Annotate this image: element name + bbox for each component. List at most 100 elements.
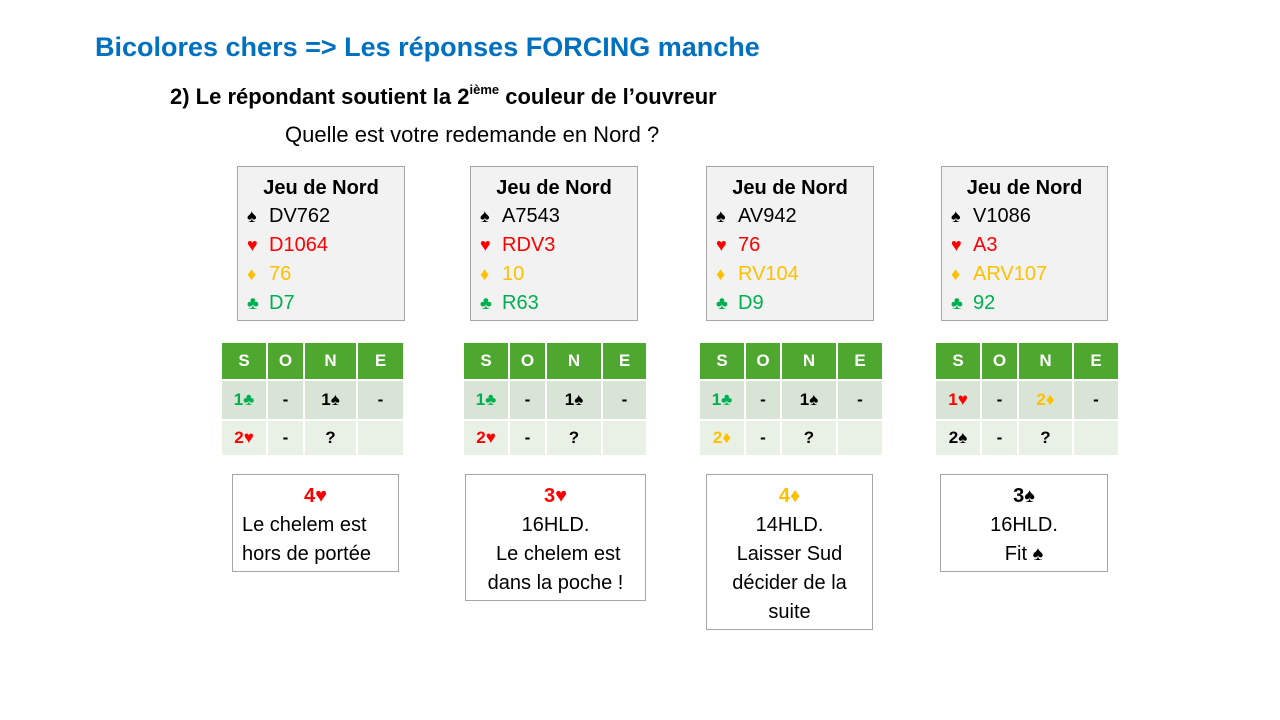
spade-icon: ♠ [1024,485,1035,507]
heart-icon: ♥ [247,235,258,255]
club-icon: ♣ [716,293,728,313]
bid-cell: - [266,419,305,457]
hand-hearts: ♥ RDV3 [471,231,637,260]
club-icon: ♣ [480,293,492,313]
bid-cell: 2♥ [462,419,510,457]
hand-spades: ♠ V1086 [942,202,1107,231]
hand-diamonds: ♦ ARV107 [942,260,1107,289]
heart-icon: ♥ [243,428,254,447]
header-south: S [934,341,982,381]
auction-row: 1♥ - 2♦ - [934,379,1120,421]
bid-cell [836,419,884,457]
subtitle-suffix: couleur de l’ouvreur [499,84,717,109]
auction-header-row: S O N E [462,341,648,381]
spade-icon: ♠ [574,390,584,409]
answer-box-1: 4♥ Le chelem est hors de portée [232,474,399,572]
bid-cell: 1♠ [303,379,358,421]
bid-cell: ? [780,419,838,457]
header-west: O [980,341,1019,381]
header-north: N [1017,341,1074,381]
answer-bid: 3♥ [544,485,567,507]
answer-bid: 4♦ [778,485,801,507]
bid-cell: - [508,379,547,421]
diamond-icon: ♦ [716,264,726,284]
slide-subtitle: 2) Le répondant soutient la 2ième couleu… [170,82,717,110]
header-east: E [836,341,884,381]
header-east: E [1072,341,1120,381]
bid-cell: 2♦ [698,419,746,457]
bid-cell [601,419,648,457]
bid-cell: 2♥ [220,419,268,457]
club-icon: ♣ [247,293,259,313]
answer-line: décider de la [732,572,847,594]
answer-box-3: 4♦ 14HLD. Laisser Sud décider de la suit… [706,474,873,630]
north-hand-4: Jeu de Nord ♠ V1086 ♥ A3 ♦ ARV107 ♣ 92 [941,166,1108,321]
bid-cell: - [508,419,547,457]
hand-clubs: ♣ D9 [707,289,873,318]
answer-bid: 3♠ [1013,485,1035,507]
hand-title: Jeu de Nord [732,177,848,199]
header-east: E [601,341,648,381]
slide-title: Bicolores chers => Les réponses FORCING … [95,32,760,62]
auction-row: 2♥ - ? [462,419,648,457]
subtitle-superscript: ième [469,82,500,97]
auction-row: 1♣ - 1♠ - [462,379,648,421]
club-icon: ♣ [721,390,733,409]
diamond-icon: ♦ [722,428,732,447]
answer-line: Fit ♠ [1004,543,1044,565]
heart-icon: ♥ [957,390,968,409]
hand-title: Jeu de Nord [263,177,379,199]
spade-icon: ♠ [958,428,968,447]
bid-cell: ? [1017,419,1074,457]
club-icon: ♣ [485,390,497,409]
answer-line: dans la poche ! [487,572,624,594]
bid-cell: 1♥ [934,379,982,421]
spade-icon: ♠ [247,206,257,226]
heart-icon: ♥ [480,235,491,255]
answer-line: hors de portée [242,543,371,565]
header-west: O [508,341,547,381]
diamond-icon: ♦ [1045,390,1055,409]
bid-cell: - [356,379,405,421]
heart-icon: ♥ [555,485,567,507]
bid-cell: - [1072,379,1120,421]
header-west: O [266,341,305,381]
spade-icon: ♠ [951,206,961,226]
answer-line: Le chelem est [490,543,621,565]
hand-hearts: ♥ A3 [942,231,1107,260]
auction-row: 2♠ - ? [934,419,1120,457]
answer-line: 14HLD. [755,514,824,536]
bid-cell: - [744,379,782,421]
bid-cell: - [836,379,884,421]
bid-cell: - [744,419,782,457]
bid-cell: - [980,379,1019,421]
header-west: O [744,341,782,381]
bid-cell: - [980,419,1019,457]
header-south: S [220,341,268,381]
auction-table-4: S O N E 1♥ - 2♦ - 2♠ - ? [934,341,1120,457]
header-south: S [462,341,510,381]
hand-hearts: ♥ 76 [707,231,873,260]
hand-clubs: ♣ 92 [942,289,1107,318]
auction-header-row: S O N E [934,341,1120,381]
header-north: N [303,341,358,381]
bid-cell: - [266,379,305,421]
answer-line: 16HLD. [990,514,1058,536]
diamond-icon: ♦ [247,264,257,284]
header-north: N [545,341,603,381]
question-text: Quelle est votre redemande en Nord ? [285,122,660,147]
auction-table-1: S O N E 1♣ - 1♠ - 2♥ - ? [220,341,405,457]
hand-clubs: ♣ R63 [471,289,637,318]
hand-diamonds: ♦ RV104 [707,260,873,289]
north-hand-1: Jeu de Nord ♠ DV762 ♥ D1064 ♦ 76 ♣ D7 [237,166,405,321]
bid-cell: 1♣ [220,379,268,421]
hand-spades: ♠ DV762 [238,202,404,231]
subtitle-prefix: 2) Le répondant soutient la 2 [170,84,470,109]
spade-icon: ♠ [716,206,726,226]
auction-table-3: S O N E 1♣ - 1♠ - 2♦ - ? [698,341,884,457]
bid-cell: ? [545,419,603,457]
header-north: N [780,341,838,381]
diamond-icon: ♦ [951,264,961,284]
club-icon: ♣ [951,293,963,313]
answer-box-4: 3♠ 16HLD. Fit ♠ [940,474,1108,572]
